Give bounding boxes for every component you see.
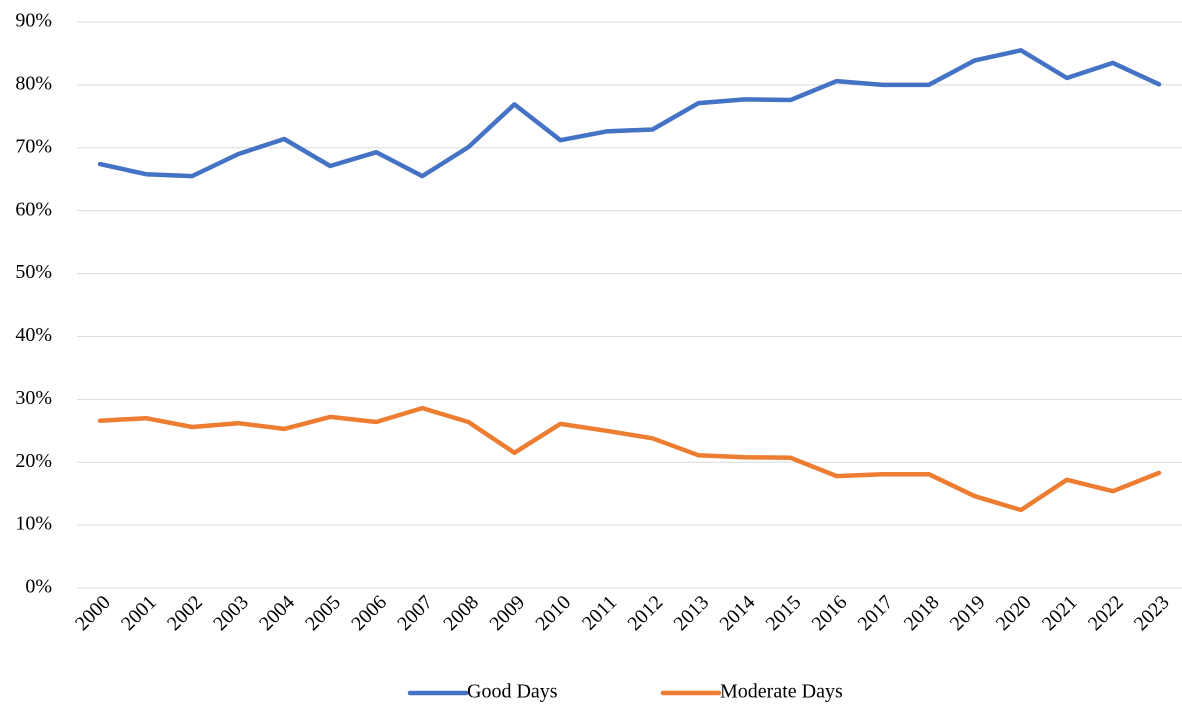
line	[97, 48, 1162, 179]
y-tick-label: 90%	[15, 10, 52, 32]
x-tick-label: 2005	[301, 591, 345, 635]
y-tick-label: 0%	[25, 576, 52, 598]
line	[97, 405, 1162, 513]
legend-label: Good Days	[467, 681, 558, 703]
x-tick-label: 2004	[255, 591, 299, 635]
x-tick-label: 2000	[71, 591, 115, 635]
x-tick-label: 2019	[946, 591, 990, 635]
x-tick-label: 2010	[531, 591, 575, 635]
x-tick-label: 2013	[670, 591, 714, 635]
x-tick-label: 2008	[439, 591, 483, 635]
x-tick-label: 2016	[808, 591, 852, 635]
x-tick-label: 2011	[578, 591, 621, 634]
x-tick-label: 2022	[1084, 591, 1128, 635]
x-tick-label: 2020	[992, 591, 1036, 635]
y-tick-label: 20%	[15, 450, 52, 472]
y-tick-label: 80%	[15, 72, 52, 94]
x-tick-label: 2006	[347, 591, 391, 635]
x-tick-label: 2002	[163, 591, 207, 635]
x-tick-label: 2023	[1130, 591, 1174, 635]
x-tick-label: 2003	[209, 591, 253, 635]
x-tick-label: 2007	[393, 591, 437, 635]
y-tick-label: 50%	[15, 261, 52, 283]
x-tick-label: 2021	[1038, 591, 1082, 635]
y-tick-label: 70%	[15, 135, 52, 157]
x-tick-label: 2012	[623, 591, 667, 635]
x-tick-label: 2018	[900, 591, 944, 635]
y-tick-label: 40%	[15, 324, 52, 346]
y-tick-label: 30%	[15, 387, 52, 409]
y-tick-label: 60%	[15, 198, 52, 220]
x-tick-label: 2001	[117, 591, 161, 635]
x-tick-label: 2014	[716, 591, 760, 635]
x-tick-label: 2017	[854, 591, 898, 635]
y-tick-label: 10%	[15, 513, 52, 535]
legend-label: Moderate Days	[720, 681, 843, 703]
x-tick-label: 2015	[762, 591, 806, 635]
x-tick-label: 2009	[485, 591, 529, 635]
